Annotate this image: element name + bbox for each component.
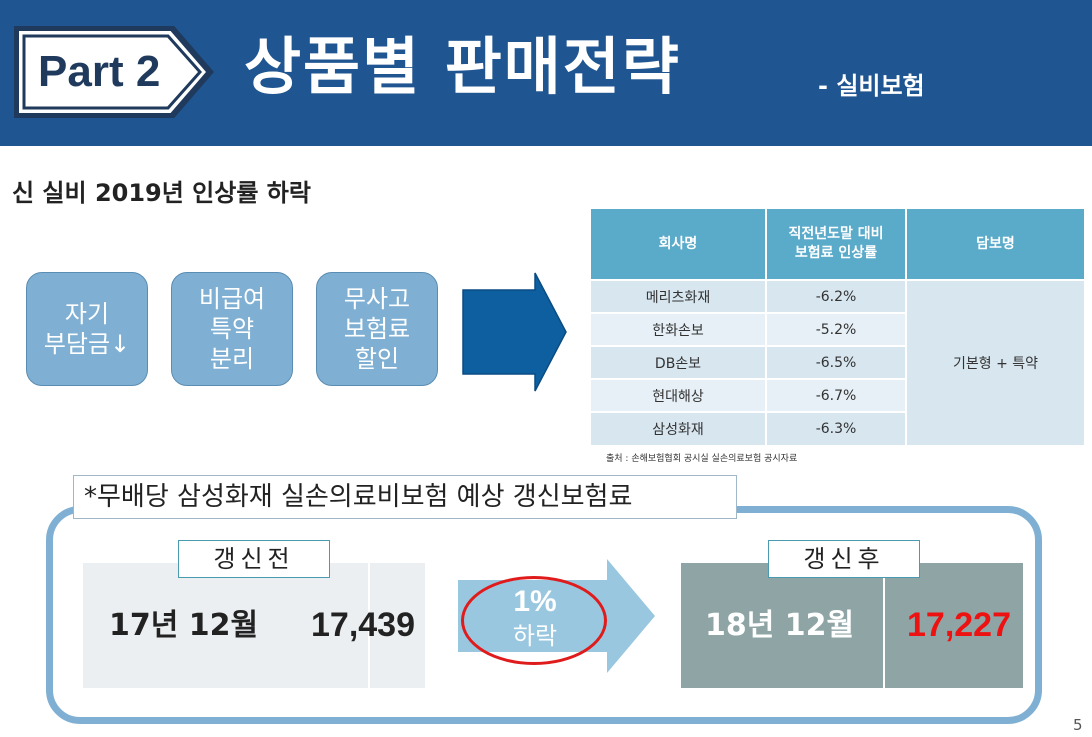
header-band: Part 2 상품별 판매전략 - 실비보험 [0, 0, 1092, 146]
source-note: 출처 : 손해보험협회 공시실 실손의료보험 공시자료 [606, 454, 798, 464]
page-subtitle: - 실비보험 [818, 72, 925, 100]
rate-cell: -6.5% [766, 345, 907, 379]
feature-box-no-claim-discount: 무사고 보험료 할인 [316, 272, 438, 386]
feature-line: 보험료 [343, 315, 411, 343]
table-row: 현대해상 -6.7% [591, 378, 1084, 412]
before-premium: 17,439 [311, 606, 415, 644]
part-badge-shape [14, 26, 214, 118]
after-renewal-box: 18년 12월 17,227 [681, 563, 1023, 688]
table-row: 한화손보 -5.2% [591, 312, 1084, 346]
company-cell: 메리츠화재 [591, 279, 767, 313]
company-cell: 현대해상 [591, 378, 767, 412]
feature-box-noncovered-rider: 비급여 특약 분리 [171, 272, 293, 386]
feature-line: 할인 [354, 345, 400, 373]
rate-table: 회사명 직전년도말 대비 보험료 인상률 담보명 메리츠화재 -6.2% 기본형… [591, 209, 1084, 445]
table-row: 삼성화재 -6.3% [591, 411, 1084, 445]
right-arrow-icon [462, 272, 567, 392]
feature-line: 분리 [209, 345, 255, 373]
table-row: 메리츠화재 -6.2% 기본형 + 특약 [591, 279, 1084, 445]
company-cell: 삼성화재 [591, 411, 767, 445]
company-cell: DB손보 [591, 345, 767, 379]
feature-box-deductible: 자기 부담금↓ [26, 272, 148, 386]
after-premium: 17,227 [907, 606, 1011, 644]
coverage-cell: 기본형 + 특약 [906, 279, 1084, 445]
rate-cell: -6.2% [766, 279, 907, 313]
feature-line: 비급여 [198, 285, 266, 313]
after-date: 18년 12월 [705, 608, 855, 643]
header-company: 회사명 [591, 209, 767, 280]
before-date: 17년 12월 [109, 608, 259, 643]
feature-line: 무사고 [343, 285, 411, 313]
decrease-percent: 1% [513, 585, 557, 618]
section-title: 신 실비 2019년 인상률 하락 [12, 179, 311, 207]
divider [368, 563, 370, 688]
highlight-ring [461, 576, 607, 665]
table-row: DB손보 -6.5% [591, 345, 1084, 379]
feature-line: 부담금↓ [43, 330, 131, 358]
feature-line: 특약 [209, 315, 255, 343]
part-label: Part 2 [38, 47, 161, 96]
page-number: 5 [1073, 716, 1083, 734]
page-title: 상품별 판매전략 [244, 30, 681, 103]
header-rate-line1: 직전년도말 대비 [788, 226, 884, 242]
header-rate: 직전년도말 대비 보험료 인상률 [766, 209, 907, 280]
renewal-caption: *무배당 삼성화재 실손의료비보험 예상 갱신보험료 [73, 475, 737, 519]
company-cell: 한화손보 [591, 312, 767, 346]
header-coverage: 담보명 [906, 209, 1084, 280]
header-rate-line2: 보험료 인상률 [794, 245, 878, 261]
decrease-label: 하락 [512, 622, 558, 650]
table-header-row: 회사명 직전년도말 대비 보험료 인상률 담보명 [591, 209, 1084, 280]
divider [883, 563, 885, 688]
rate-cell: -6.3% [766, 411, 907, 445]
before-renewal-box: 17년 12월 17,439 [83, 563, 425, 688]
part-badge: Part 2 [14, 26, 214, 118]
rate-cell: -6.7% [766, 378, 907, 412]
feature-line: 자기 [64, 300, 110, 328]
rate-cell: -5.2% [766, 312, 907, 346]
before-tag: 갱신전 [178, 540, 330, 578]
after-tag: 갱신후 [768, 540, 920, 578]
